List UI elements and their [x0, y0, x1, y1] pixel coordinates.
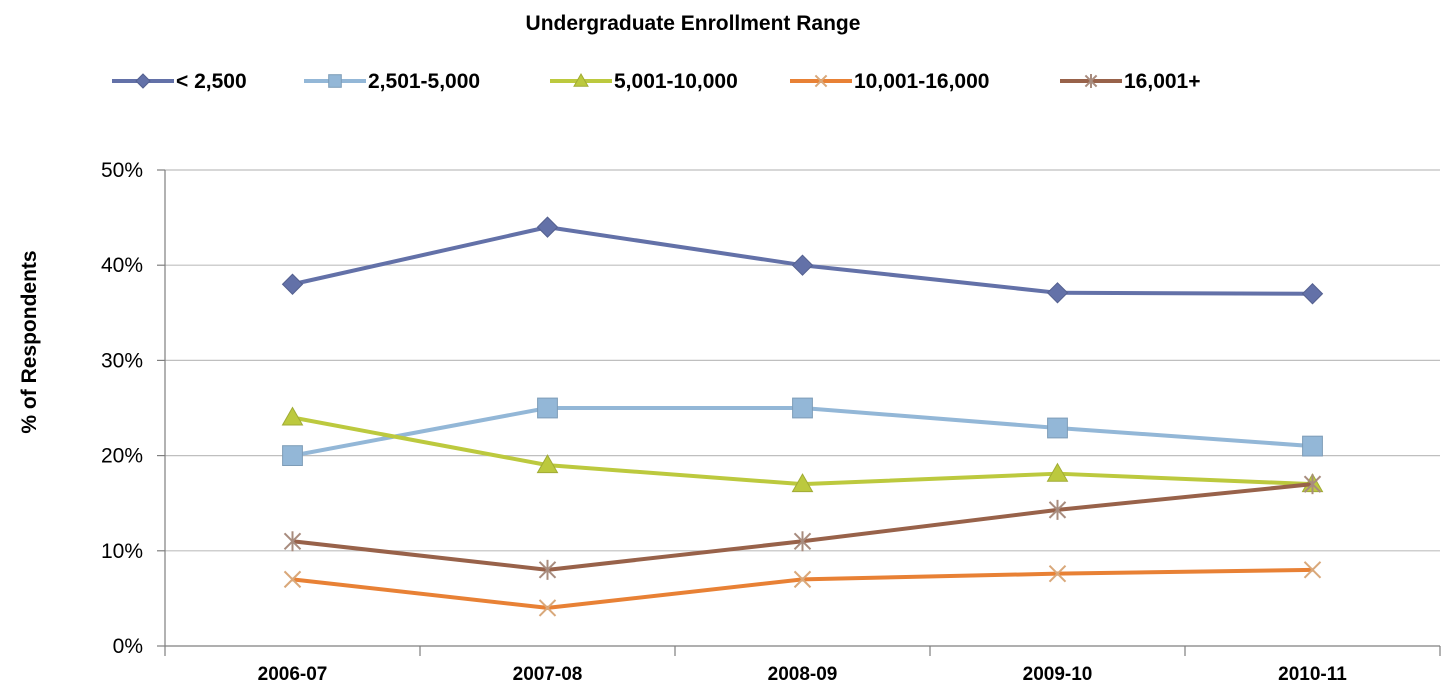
data-point	[283, 570, 302, 589]
axes	[164, 170, 1441, 656]
legend-label: 10,001-16,000	[854, 70, 989, 93]
legend-item-2: 2,501-5,000	[304, 70, 480, 93]
legend-label: 2,501-5,000	[368, 70, 480, 93]
data-point	[1303, 561, 1322, 579]
x-tick-label: 2007-08	[513, 664, 583, 685]
legend: < 2,500 2,501-5,000 5,001-10,000 10,001-16,…	[112, 70, 1201, 93]
y-tick-label: 50%	[101, 159, 143, 182]
data-point	[536, 454, 559, 474]
y-axis-label: % of Respondents	[18, 250, 41, 433]
series-group	[281, 216, 1324, 617]
legend-marker	[1084, 74, 1098, 88]
y-tick-label: 30%	[101, 349, 143, 372]
data-point	[537, 397, 558, 419]
data-point	[281, 406, 304, 426]
legend-marker	[573, 72, 589, 87]
y-tick-label: 20%	[101, 445, 143, 468]
legend-item-1: < 2,500	[112, 70, 247, 93]
data-point	[793, 531, 812, 552]
data-point	[538, 559, 557, 580]
data-point	[1303, 474, 1322, 495]
data-point	[1046, 462, 1069, 482]
data-point	[536, 216, 559, 238]
series-5	[283, 474, 1322, 580]
legend-item-5: 16,001+	[1060, 70, 1201, 93]
legend-marker	[328, 74, 342, 88]
data-point	[283, 531, 302, 552]
data-point	[792, 397, 813, 419]
legend-label: 5,001-10,000	[614, 70, 738, 93]
data-point	[1302, 435, 1323, 457]
x-tick-label: 2006-07	[258, 664, 328, 685]
legend-marker	[135, 73, 151, 89]
legend-item-4: 10,001-16,000	[790, 70, 989, 93]
series-3	[281, 406, 1324, 493]
data-point	[791, 254, 814, 276]
x-tick-label: 2009-10	[1023, 664, 1093, 685]
data-point	[793, 570, 812, 589]
data-point	[1301, 283, 1324, 305]
data-point	[1048, 499, 1067, 520]
legend-label: < 2,500	[176, 70, 247, 93]
chart-title: Undergraduate Enrollment Range	[526, 12, 861, 35]
legend-marker	[814, 74, 828, 88]
data-point	[281, 273, 304, 295]
y-tick-label: 0%	[113, 635, 143, 658]
x-tick-label: 2008-09	[768, 664, 838, 685]
y-axis-ticks: 0% 10% 20% 30% 40% 50%	[101, 159, 143, 658]
legend-label: 16,001+	[1124, 70, 1201, 93]
series-2	[282, 397, 1323, 467]
data-point	[1046, 282, 1069, 304]
series-line	[292, 567, 1313, 610]
data-point	[791, 473, 814, 493]
y-tick-label: 40%	[101, 254, 143, 277]
data-point	[1048, 564, 1067, 583]
x-axis-ticks: 2006-07 2007-08 2008-09 2009-10 2010-11	[258, 664, 1348, 685]
x-tick-label: 2010-11	[1278, 664, 1347, 685]
data-point	[538, 599, 557, 617]
legend-item-3: 5,001-10,000	[550, 70, 738, 93]
series-1	[281, 216, 1324, 305]
data-point	[282, 445, 303, 467]
series-line	[292, 482, 1313, 572]
y-tick-label: 10%	[101, 540, 143, 563]
data-point	[1047, 417, 1068, 439]
series-4	[283, 561, 1322, 617]
